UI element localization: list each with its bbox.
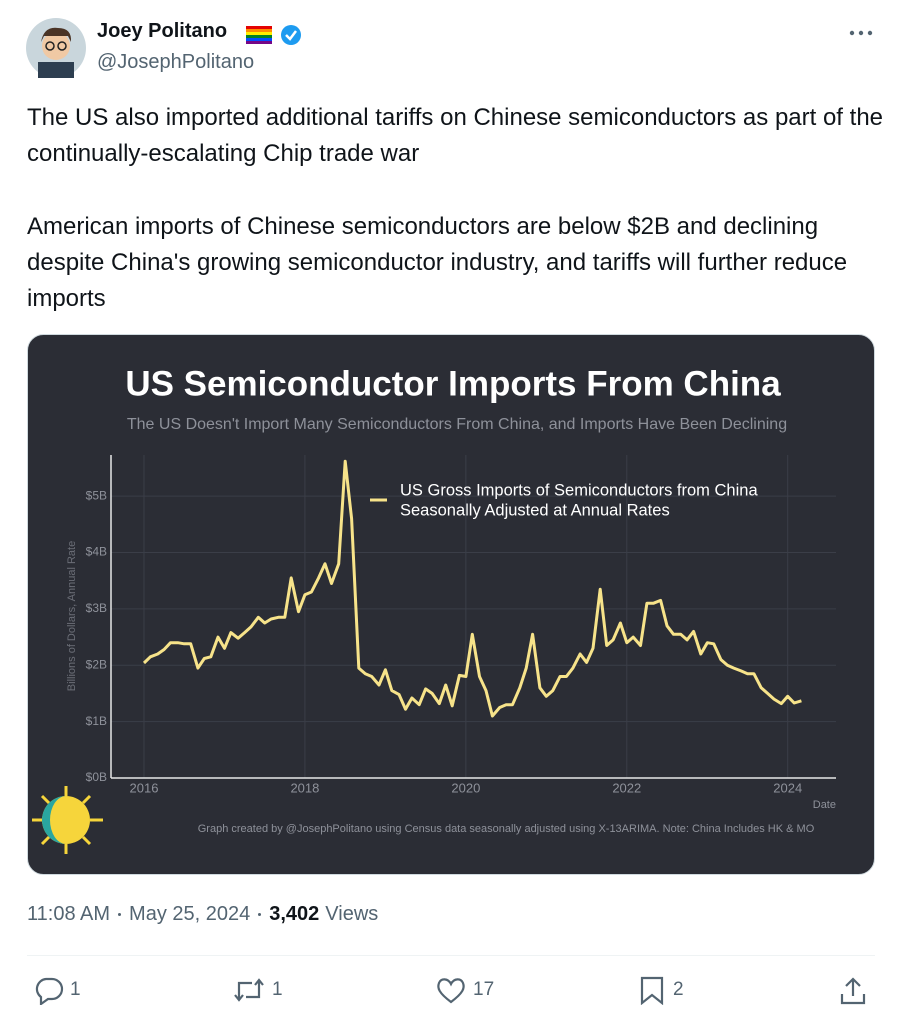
x-tick-label: 2016 — [130, 780, 159, 795]
like-count: 17 — [473, 979, 495, 1000]
reply-icon — [35, 977, 64, 1005]
handle[interactable]: @JosephPolitano — [97, 51, 255, 73]
time[interactable]: 11:08 AM — [27, 903, 111, 925]
chart-subtitle: The US Doesn't Import Many Semiconductor… — [127, 416, 787, 433]
divider — [27, 955, 875, 956]
reply-button[interactable]: 1 — [34, 975, 81, 1005]
logo — [32, 786, 103, 854]
legend-note: Seasonally Adjusted at Annual Rates — [400, 501, 670, 519]
y-tick-label: $1B — [86, 714, 107, 728]
legend-label: US Gross Imports of Semiconductors from … — [400, 481, 758, 499]
x-tick-label: 2020 — [451, 780, 480, 795]
chart: US Semiconductor Imports From China The … — [27, 334, 875, 875]
avatar[interactable] — [26, 18, 86, 78]
views-label: Views — [325, 903, 379, 925]
y-tick-label: $0B — [86, 770, 107, 784]
paragraph: American imports of Chinese semiconducto… — [27, 213, 848, 312]
repost-button[interactable]: 1 — [232, 975, 283, 1005]
bookmark-icon — [640, 976, 664, 1005]
bookmark-button[interactable]: 2 — [637, 975, 684, 1005]
bookmark-count: 2 — [673, 979, 684, 1000]
view-count: 3,402 — [269, 903, 320, 925]
share-button[interactable] — [838, 976, 868, 1006]
y-tick-label: $5B — [86, 488, 107, 502]
x-axis-label: Date — [813, 799, 836, 811]
more-button[interactable] — [848, 28, 874, 38]
x-tick-label: 2022 — [612, 780, 641, 795]
date[interactable]: May 25, 2024 — [129, 903, 251, 925]
separator — [258, 913, 262, 916]
x-tick-label: 2024 — [773, 780, 802, 795]
like-icon — [437, 978, 465, 1004]
repost-icon — [234, 978, 264, 1002]
x-tick-label: 2018 — [290, 780, 319, 795]
y-tick-label: $3B — [86, 601, 107, 615]
y-tick-label: $2B — [86, 657, 107, 671]
separator — [118, 913, 122, 916]
display-name[interactable]: Joey Politano — [97, 20, 228, 42]
chart-title: US Semiconductor Imports From China — [125, 364, 781, 403]
like-button[interactable]: 17 — [435, 975, 494, 1005]
badges — [246, 25, 301, 45]
tweet-meta: 11:08 AM May 25, 2024 3,402 Views — [27, 903, 378, 926]
reply-count: 1 — [70, 979, 81, 1000]
y-tick-label: $4B — [86, 545, 107, 559]
paragraph: The US also imported additional tariffs … — [27, 104, 884, 167]
repost-count: 1 — [272, 979, 283, 1000]
y-axis-label: Billions of Dollars, Annual Rate — [66, 541, 78, 691]
caption: Graph created by @JosephPolitano using C… — [198, 823, 815, 835]
data-line — [142, 459, 802, 718]
tweet-text: The US also imported additional tariffs … — [27, 100, 887, 354]
